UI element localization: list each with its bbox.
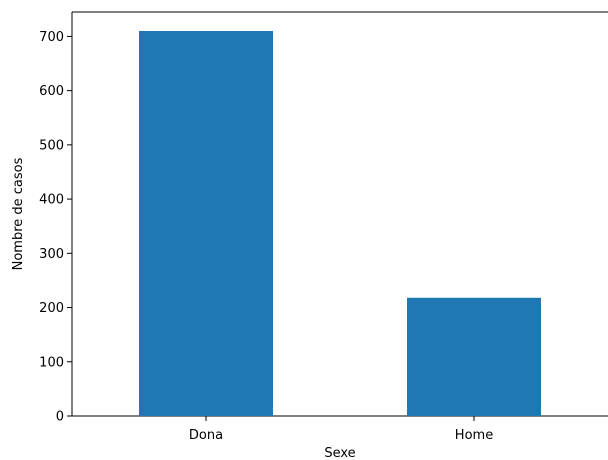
x-axis: Dona Home <box>189 416 493 443</box>
y-axis: 0 100 200 300 400 500 600 700 <box>39 30 72 425</box>
x-tick-label-home: Home <box>455 428 493 443</box>
y-tick-label: 0 <box>56 410 64 425</box>
bar-home <box>407 297 541 416</box>
x-tick-label-dona: Dona <box>189 428 223 443</box>
y-tick-label: 200 <box>39 301 64 316</box>
y-tick-label: 100 <box>39 355 64 370</box>
y-tick-label: 300 <box>39 247 64 262</box>
bar-dona <box>139 30 273 417</box>
y-tick-label: 500 <box>39 138 64 153</box>
y-axis-title: Nombre de casos <box>11 157 26 270</box>
y-tick-label: 700 <box>39 30 64 45</box>
y-tick-label: 600 <box>39 84 64 99</box>
bars <box>139 30 541 417</box>
x-axis-title: Sexe <box>324 446 355 460</box>
y-tick-label: 400 <box>39 193 64 208</box>
